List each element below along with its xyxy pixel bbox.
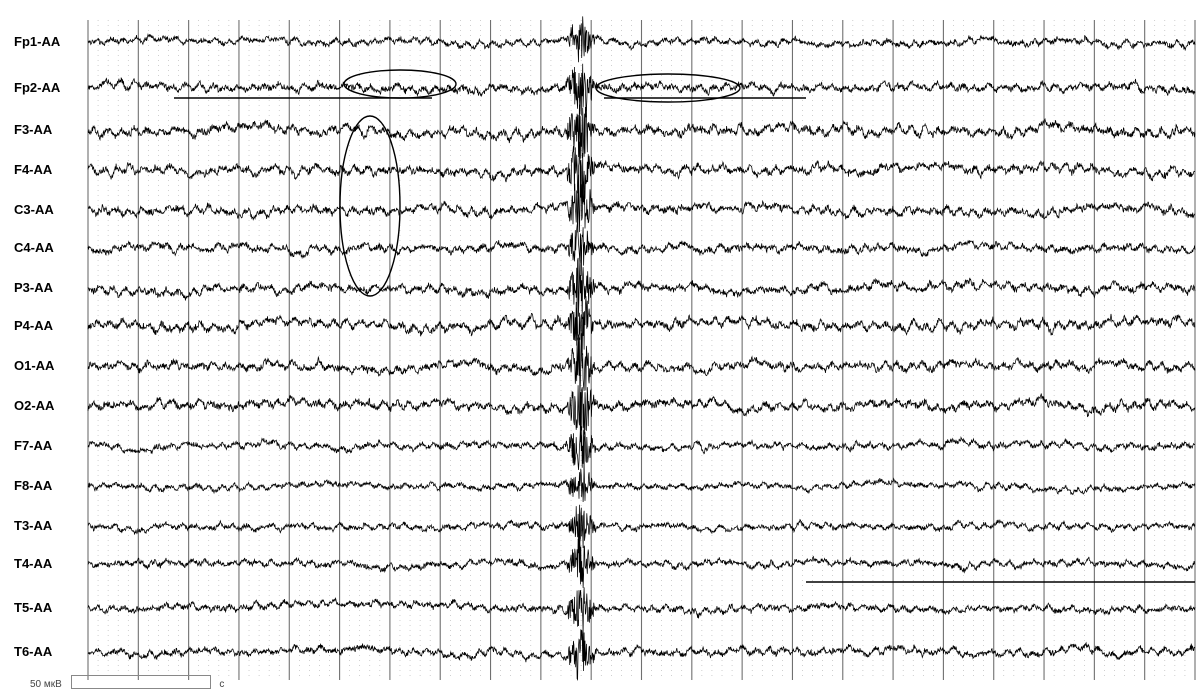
channel-label-T4-AA: T4-AA (14, 556, 52, 571)
channel-label-O2-AA: O2-AA (14, 398, 54, 413)
channel-label-P3-AA: P3-AA (14, 280, 53, 295)
channel-label-C3-AA: C3-AA (14, 202, 54, 217)
channel-label-F3-AA: F3-AA (14, 122, 52, 137)
scale-legend-sec: c (219, 679, 224, 690)
channel-label-F7-AA: F7-AA (14, 438, 52, 453)
scale-legend-bar (71, 675, 211, 689)
channel-label-O1-AA: O1-AA (14, 358, 54, 373)
channel-label-T3-AA: T3-AA (14, 518, 52, 533)
channel-label-Fp1-AA: Fp1-AA (14, 34, 60, 49)
channel-label-T6-AA: T6-AA (14, 644, 52, 659)
eeg-svg-canvas (0, 0, 1200, 696)
channel-label-F8-AA: F8-AA (14, 478, 52, 493)
channel-label-column: Fp1-AA Fp2-AA F3-AA F4-AA C3-AA C4-AA P3-AA P4-… (0, 0, 82, 696)
scale-legend-text: 50 мкВ (30, 679, 62, 690)
channel-label-T5-AA: T5-AA (14, 600, 52, 615)
channel-label-C4-AA: C4-AA (14, 240, 54, 255)
channel-label-F4-AA: F4-AA (14, 162, 52, 177)
channel-label-Fp2-AA: Fp2-AA (14, 80, 60, 95)
eeg-viewer: Fp1-AA Fp2-AA F3-AA F4-AA C3-AA C4-AA P3-AA P4-… (0, 0, 1200, 696)
scale-legend: 50 мкВ c (30, 675, 230, 692)
channel-label-P4-AA: P4-AA (14, 318, 53, 333)
